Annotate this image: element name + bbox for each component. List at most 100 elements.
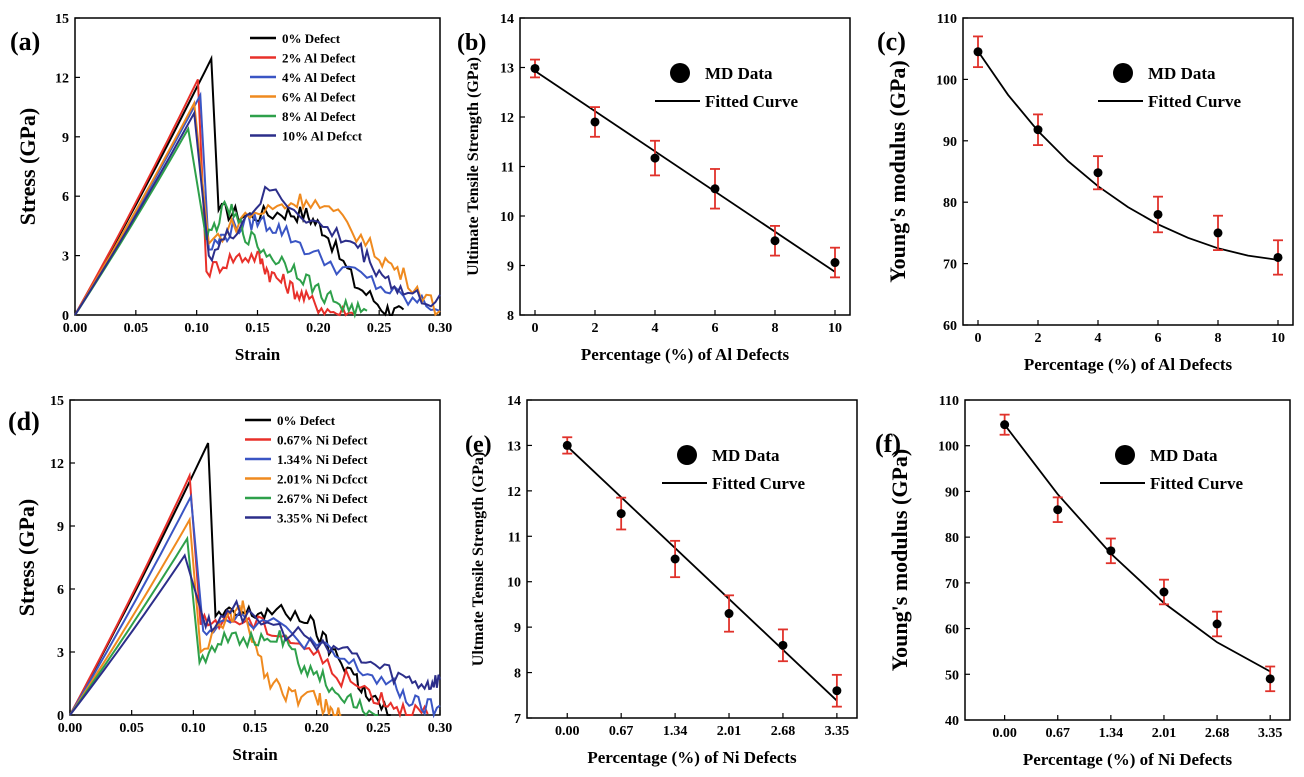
y-tick-label: 100 [936,73,957,88]
md-data-point [530,63,540,73]
y-tick-label: 110 [939,394,959,409]
x-tick-label: 4 [1095,331,1102,346]
y-tick-label: 12 [50,457,64,472]
md-data-point [1273,252,1283,262]
plot-frame [74,17,441,316]
x-axis-label: Percentage (%) of Al Defects [1024,355,1233,374]
legend-label-md: MD Data [1148,64,1216,83]
y-tick-label: 50 [945,668,959,683]
y-tick-label: 8 [514,667,521,682]
md-data-point [1000,420,1010,430]
legend-marker-md [1115,445,1135,465]
y-tick-label: 6 [62,190,69,205]
legend-label-5: 8% Al Defect [282,109,356,124]
md-data-point [1265,674,1275,684]
md-data-point [1212,619,1222,629]
legend-label-md: MD Data [705,64,773,83]
x-tick-label: 2.01 [717,724,742,739]
y-tick-label: 13 [500,62,514,77]
plot-frame [69,399,441,716]
y-axis-label: Ultmate Tensile Strength (GPa) [470,452,487,666]
md-data-point [1033,125,1043,135]
y-tick-label: 70 [943,258,957,273]
x-tick-label: 0 [532,321,539,336]
x-tick-label: 6 [1155,331,1162,346]
panel-label: (f) [875,429,901,458]
stress-curve-3 [69,493,441,719]
legend-label-5: 2.67% Ni Defect [277,491,368,506]
legend-label-fit: Fitted Curve [705,92,798,111]
md-data-point [616,509,626,519]
y-tick-label: 6 [57,583,64,598]
legend-label-fit: Fitted Curve [1150,474,1243,493]
plot-frame [519,17,851,316]
stress-curve-1 [74,54,405,317]
x-axis-label: Percentage (%) of Al Defects [581,345,790,364]
legend-label-4: 2.01% Ni Dcfcct [277,472,368,487]
y-tick-label: 90 [943,135,957,150]
x-axis-label: Percentage (%) of Ni Defects [1023,750,1233,769]
panel-label: (b) [457,30,486,56]
md-data-point [562,440,572,450]
x-axis-label: Strain [235,345,281,364]
x-tick-label: 0.00 [992,726,1017,741]
plot-frame [964,399,1291,721]
panel-label: (a) [10,27,40,56]
panel-label: (d) [8,407,40,436]
y-tick-label: 9 [57,520,64,535]
x-tick-label: 8 [1215,331,1222,346]
plot-frame [962,17,1294,326]
md-data-point [1159,587,1169,597]
y-tick-label: 15 [55,12,69,27]
x-tick-label: 10 [828,321,842,336]
y-tick-label: 11 [508,530,521,545]
x-tick-label: 0.00 [555,724,580,739]
stress-curve-6 [74,109,441,316]
legend-label-6: 3.35% Ni Defect [277,511,368,526]
x-tick-label: 0.15 [243,721,268,736]
y-tick-label: 8 [507,309,514,324]
x-tick-label: 2.68 [1205,726,1230,741]
md-data-point [1106,546,1116,556]
y-tick-label: 14 [507,394,521,409]
x-tick-label: 10 [1271,331,1285,346]
md-data-point [1093,168,1103,178]
y-tick-label: 12 [500,111,514,126]
md-data-point [973,47,983,57]
plot-frame [526,399,858,719]
y-tick-label: 0 [62,309,69,324]
y-tick-label: 60 [945,623,959,638]
y-axis-label: Stress (GPa) [15,108,40,226]
y-tick-label: 12 [507,485,521,500]
x-tick-label: 0.10 [181,721,206,736]
x-tick-label: 0.15 [245,321,270,336]
y-tick-label: 9 [514,621,521,636]
x-tick-label: 8 [772,321,779,336]
md-data-point [830,258,840,268]
x-tick-label: 0 [975,331,982,346]
y-tick-label: 7 [514,712,521,727]
y-tick-label: 70 [945,577,959,592]
legend-label-2: 2% Al Defect [282,51,356,66]
y-tick-label: 40 [945,714,959,729]
x-tick-label: 2.68 [771,724,796,739]
stress-curve-5 [69,535,379,717]
legend-label-fit: Fitted Curve [712,474,805,493]
md-data-point [778,640,788,650]
x-tick-label: 0.25 [367,321,392,336]
x-axis-label: Percentage (%) of Ni Defects [587,748,797,767]
y-tick-label: 9 [507,260,514,275]
y-tick-label: 12 [55,71,69,86]
panel-d: (d) 0.00 0.05 0.10 0.15 0.20 0.25 0.30 0 3 6 9 12 15 S… [8,394,452,764]
x-tick-label: 0.00 [63,321,88,336]
x-axis-label: Strain [232,745,278,764]
y-tick-label: 13 [507,439,521,454]
legend-label-4: 6% Al Defect [282,90,356,105]
stress-curve-3 [74,91,441,316]
legend-label-1: 0% Defect [277,413,336,428]
y-tick-label: 60 [943,319,957,334]
stress-curve-1 [69,442,391,716]
stress-curve-6 [69,553,441,716]
y-axis-label: Young's modulus (GPa) [885,60,910,283]
